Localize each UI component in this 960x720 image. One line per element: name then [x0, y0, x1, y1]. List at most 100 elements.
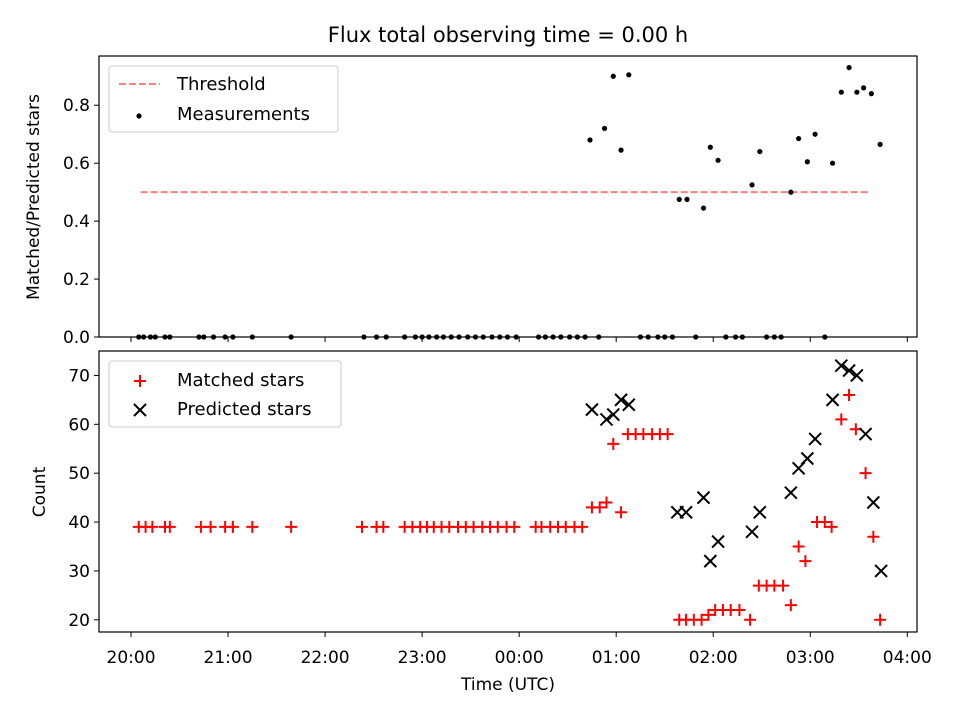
legend-measurements-label: Measurements — [177, 104, 310, 125]
bottom-y-tick-label: 40 — [68, 513, 90, 533]
measurement-point — [846, 64, 852, 71]
matched-star-point — [744, 613, 757, 626]
predicted-star-point — [866, 495, 881, 510]
top-y-tick-label: 0.4 — [63, 212, 90, 232]
measurement-point — [618, 147, 624, 153]
matched-star-point — [607, 437, 620, 450]
top-y-tick-label: 0.6 — [63, 154, 90, 174]
matched-star-point — [859, 467, 872, 480]
predicted-star-point — [842, 363, 856, 378]
measurement-point — [676, 196, 682, 202]
matched-star-point — [285, 520, 298, 533]
top-panel-x-ticks — [130, 337, 908, 342]
matched-star-point — [702, 608, 715, 621]
x-tick-label: 23:00 — [398, 648, 447, 668]
matched-star-point — [246, 520, 259, 533]
matched-star-point — [695, 613, 708, 626]
measurement-point — [812, 131, 818, 137]
top-y-tick-label: 0.0 — [63, 328, 90, 348]
measurement-point — [757, 148, 763, 155]
top-chart-title: Flux total observing time = 0.00 h — [328, 23, 688, 47]
predicted-star-point — [696, 490, 711, 505]
legend-matched-swatch — [134, 375, 146, 387]
matched-star-point — [867, 530, 880, 543]
matched-star-point — [204, 520, 217, 533]
measurement-point — [626, 72, 632, 78]
matched-star-point — [792, 540, 805, 553]
measurement-point — [587, 137, 593, 143]
measurement-point — [601, 125, 608, 132]
matched-star-point — [593, 501, 606, 514]
matched-star-point — [377, 520, 390, 533]
predicted-star-point — [703, 554, 718, 568]
predicted-star-point — [800, 451, 815, 466]
measurement-point — [861, 85, 867, 91]
legend-threshold-label: Threshold — [176, 74, 266, 95]
bottom-panel-y-axis: 20 30 40 50 60 70 — [68, 366, 99, 631]
predicted-star-point — [808, 432, 822, 446]
measurement-point — [877, 141, 883, 147]
matched-star-point — [843, 388, 856, 401]
measurement-point — [715, 157, 721, 163]
bottom-y-tick-label: 70 — [68, 366, 90, 386]
bottom-panel-x-axis: 20:00 21:00 22:00 23:00 00:00 01:00 02:00 03:00… — [107, 632, 932, 668]
top-panel-y-axis: 0.0 0.2 0.4 0.6 0.8 — [63, 96, 99, 348]
bottom-y-tick-label: 50 — [68, 464, 90, 484]
matched-star-point — [600, 496, 613, 509]
measurement-point — [854, 89, 860, 95]
measurement-point — [788, 189, 794, 195]
x-tick-label: 01:00 — [592, 648, 641, 668]
legend-matched-label: Matched stars — [177, 370, 304, 391]
predicted-star-point — [753, 505, 767, 519]
measurement-point — [684, 196, 690, 202]
x-tick-label: 21:00 — [204, 648, 253, 668]
matched-star-point — [784, 599, 797, 612]
predicted-star-point — [622, 398, 636, 412]
matched-star-point — [799, 555, 812, 568]
predicted-star-point — [745, 525, 759, 539]
bottom-y-axis-label: Count — [30, 466, 50, 517]
legend-measurements-swatch — [136, 113, 142, 119]
predicted-star-point — [874, 564, 888, 578]
predicted-star-point — [850, 368, 864, 383]
x-tick-label: 20:00 — [107, 648, 156, 668]
bottom-y-tick-label: 60 — [68, 415, 90, 435]
matched-star-point — [825, 520, 838, 533]
measurement-point — [707, 144, 713, 150]
top-panel-frame — [98, 55, 918, 338]
predicted-star-point — [834, 358, 849, 373]
x-tick-label: 04:00 — [883, 648, 932, 668]
matched-star-point — [508, 520, 521, 533]
matched-star-point — [661, 428, 674, 441]
legend-predicted-swatch — [133, 403, 147, 417]
top-legend: Threshold Measurements — [108, 65, 339, 133]
matched-star-point — [874, 613, 887, 626]
measurement-point — [804, 159, 810, 165]
predicted-star-point — [599, 412, 614, 427]
predicted-star-point — [585, 402, 599, 417]
predicted-star-point — [614, 393, 628, 407]
x-tick-label: 22:00 — [301, 648, 350, 668]
bottom-legend-box — [108, 360, 342, 428]
matched-star-point — [835, 413, 848, 426]
predicted-star-point — [606, 407, 620, 422]
bottom-panel-marks — [132, 358, 888, 626]
x-tick-label: 03:00 — [786, 648, 835, 668]
measurement-point — [749, 182, 755, 188]
matched-star-point — [355, 520, 368, 533]
legend-predicted-label: Predicted stars — [177, 399, 311, 420]
predicted-star-point — [679, 505, 693, 519]
x-tick-label: 02:00 — [689, 648, 738, 668]
measurement-point — [796, 135, 802, 142]
top-y-tick-label: 0.8 — [63, 96, 90, 116]
matched-star-point — [576, 520, 589, 533]
measurement-point — [610, 73, 616, 79]
top-legend-box — [108, 65, 339, 133]
matched-star-point — [226, 520, 239, 533]
measurement-point — [838, 89, 844, 95]
matched-star-point — [615, 506, 628, 519]
top-y-axis-label: Matched/Predicted stars — [24, 94, 44, 300]
matched-star-point — [146, 520, 159, 533]
bottom-panel-frame — [98, 350, 918, 633]
